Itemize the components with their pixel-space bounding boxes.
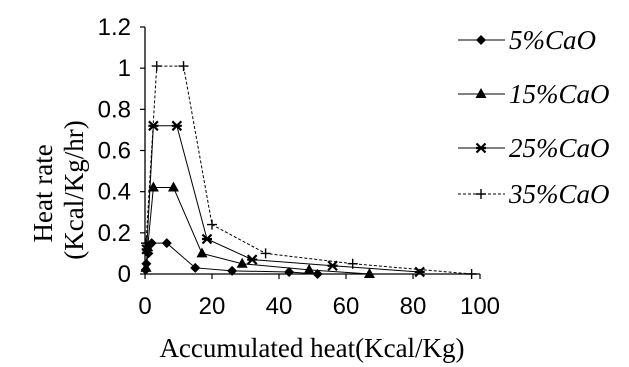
y-axis-title: Heat rate (Kcal/Kg/hr) [28, 120, 89, 259]
legend-label: 35%CaO [508, 179, 610, 209]
data-point [260, 248, 271, 259]
y-tick-label: 1.2 [98, 14, 131, 41]
data-point [312, 269, 323, 279]
data-point [227, 265, 238, 276]
y-tick-label: 0.2 [98, 220, 131, 247]
y-tick-label: 1 [118, 55, 131, 82]
y-ticks: 0 0.2 0.4 0.6 0.8 1 1.2 [98, 14, 145, 288]
data-point [190, 262, 201, 273]
x-tick-label: 60 [333, 293, 360, 320]
x-axis-title: Accumulated heat(Kcal/Kg) [159, 333, 464, 363]
y-tick-label: 0.4 [98, 179, 131, 206]
data-point [327, 260, 338, 272]
series-0 [140, 238, 323, 279]
data-point [207, 219, 217, 230]
data-point [236, 257, 248, 268]
legend-marker [476, 189, 486, 199]
x-ticks: 0 20 40 60 80 100 [138, 274, 500, 320]
legend-entry: 5%CaO [458, 25, 596, 55]
data-point [303, 263, 315, 274]
x-tick-label: 80 [400, 293, 427, 320]
data-point [167, 181, 179, 192]
series-line [145, 65, 472, 275]
series-2 [141, 120, 425, 278]
y-axis-title-line-1: Heat rate [28, 144, 58, 242]
series-line [145, 187, 370, 275]
series-group [140, 61, 477, 279]
x-tick-label: 100 [460, 293, 500, 320]
legend-entry: 25%CaO [458, 133, 610, 163]
data-point [196, 247, 208, 258]
series-1 [140, 181, 375, 278]
legend-label: 25%CaO [509, 133, 610, 163]
data-point [178, 61, 189, 72]
y-tick-label: 0 [118, 261, 131, 288]
series-line [146, 125, 420, 273]
data-point [171, 120, 183, 132]
y-tick-label: 0.8 [98, 96, 131, 123]
x-tick-label: 40 [266, 293, 293, 320]
series-3 [141, 61, 477, 279]
legend-marker [476, 35, 486, 45]
data-point [201, 233, 213, 245]
data-point [141, 238, 152, 249]
data-point [141, 244, 152, 255]
data-point [140, 261, 152, 272]
legend-entry: 35%CaO [458, 179, 610, 209]
data-point [284, 266, 295, 277]
data-point [151, 61, 162, 72]
data-point [246, 254, 258, 265]
legend-label: 15%CaO [509, 79, 610, 109]
x-tick-label: 20 [199, 293, 226, 320]
legend-marker [475, 142, 487, 154]
data-point [347, 258, 358, 269]
legend: 5%CaO 15%CaO 25%CaO 35%CaO [458, 25, 610, 209]
legend-entry: 15%CaO [458, 79, 610, 109]
y-axis-title-line-2: (Kcal/Kg/hr) [59, 120, 89, 259]
legend-label: 5%CaO [509, 25, 596, 55]
data-point [363, 268, 375, 278]
legend-marker [475, 88, 487, 98]
y-tick-label: 0.6 [98, 138, 131, 165]
data-point [147, 181, 159, 192]
x-tick-label: 0 [138, 293, 151, 320]
data-point [161, 238, 172, 249]
data-point [466, 269, 477, 279]
